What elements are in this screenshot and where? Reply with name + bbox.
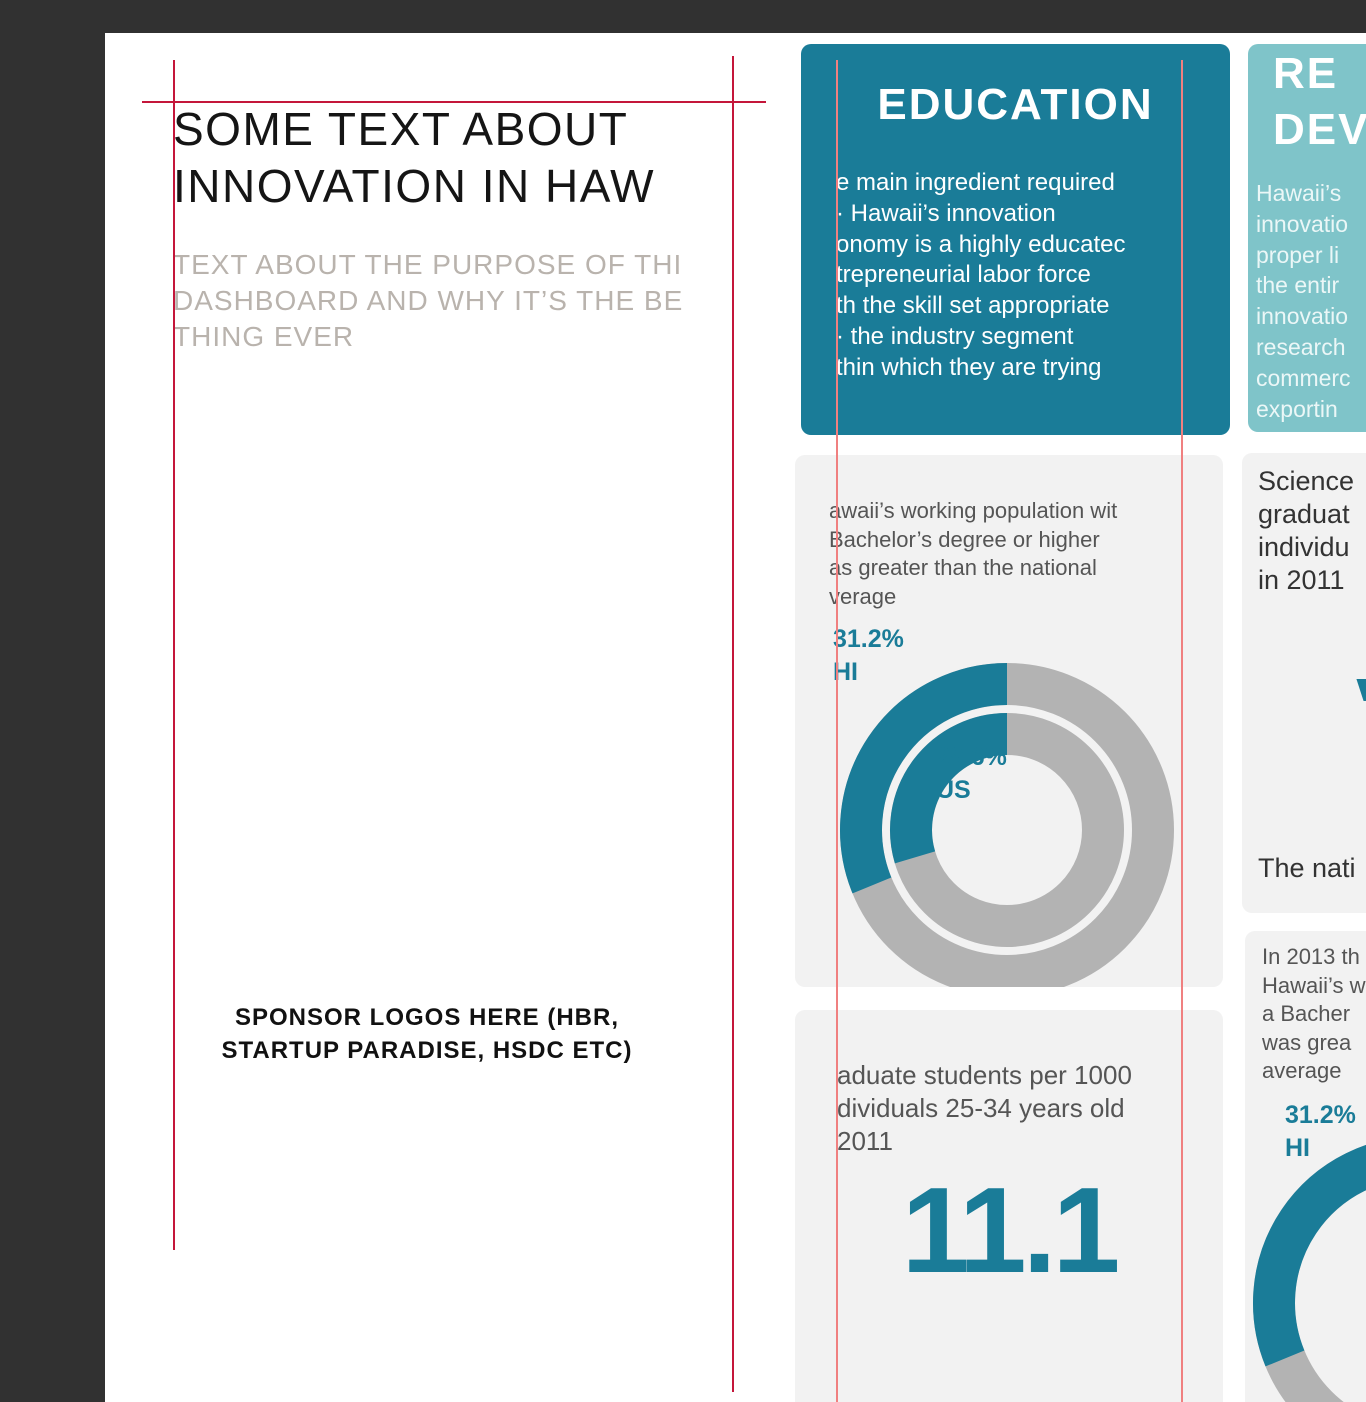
degree-card: awaii’s working population wit Bachelor’… — [795, 455, 1223, 987]
page-subheading: TEXT ABOUT THE PURPOSE OF THI DASHBOARD … — [173, 249, 684, 352]
education-title: EDUCATION — [877, 80, 1154, 129]
rd-text: Hawaii’s innovatio proper li the entir i… — [1256, 180, 1351, 422]
guide-line-top — [142, 101, 766, 103]
grad-students-text: aduate students per 1000 dividuals 25-34… — [837, 1060, 1132, 1156]
grad-students-value: 11.1 — [901, 1162, 1121, 1298]
us-ring-segment — [890, 713, 1008, 864]
science-value-fragment — [1356, 679, 1366, 701]
guide-line-center-left — [836, 60, 838, 1402]
degree-text: awaii’s working population wit Bachelor’… — [829, 498, 1118, 609]
hi-percent-label-secondary: 31.2% HI — [1285, 1101, 1356, 1162]
sponsor-note: SPONSOR LOGOS HERE (HBR, STARTUP PARADIS… — [221, 1004, 633, 1064]
degree-donut-chart — [840, 663, 1174, 987]
degree-card-secondary: In 2013 th Hawaii’s w a Bacher was grea … — [1245, 931, 1366, 1402]
hi-ring-secondary-segment — [1253, 1145, 1366, 1367]
guide-line-center-right — [1181, 60, 1183, 1402]
degree-secondary-donut-chart — [1253, 1144, 1366, 1402]
education-card: EDUCATION e main ingredient required · H… — [801, 44, 1230, 435]
rd-card: RE DEV Hawaii’s innovatio proper li the … — [1248, 44, 1366, 432]
degree-secondary-text: In 2013 th Hawaii’s w a Bacher was grea … — [1262, 944, 1366, 1083]
hi-percent-label: 31.2% HI — [833, 625, 904, 686]
guide-line-left-column-right — [732, 56, 734, 1392]
education-text: e main ingredient required · Hawaii’s in… — [836, 169, 1126, 381]
science-text: Science graduat individu in 2011 — [1258, 466, 1355, 595]
page-heading: SOME TEXT ABOUT INNOVATION IN HAW — [173, 103, 656, 212]
science-footer: The nati — [1258, 853, 1356, 883]
guide-line-left — [173, 60, 175, 1250]
grad-students-card: aduate students per 1000 dividuals 25-34… — [795, 1010, 1223, 1402]
artboard: SOME TEXT ABOUT INNOVATION IN HAW TEXT A… — [105, 33, 1366, 1402]
hi-ring-segment — [840, 663, 1008, 894]
rd-title: RE DEV — [1273, 49, 1366, 154]
us-percent-label: 29.6% US — [936, 743, 1007, 804]
science-card: Science graduat individu in 2011 The nat… — [1242, 453, 1366, 913]
